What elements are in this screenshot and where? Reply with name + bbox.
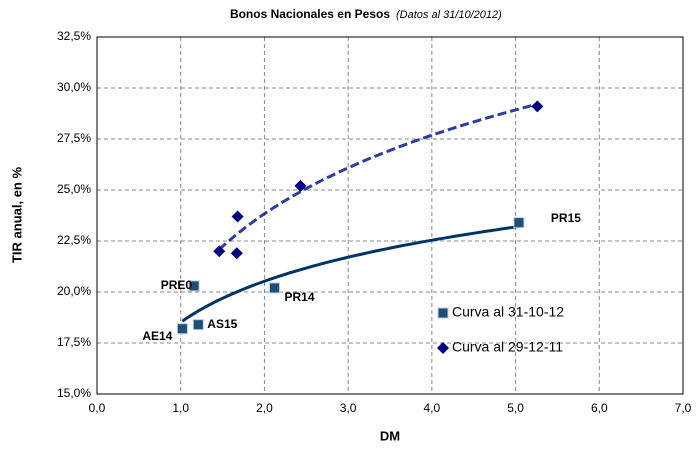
point [213,245,226,258]
point [192,319,204,331]
point-label: PRE0 [161,278,193,292]
x-tick-label: 1,0 [172,401,189,415]
y-tick-label: 17,5% [57,335,91,349]
x-tick-label: 7,0 [675,401,692,415]
y-axis-label: TIR anual, en % [9,167,24,264]
point [294,179,307,192]
x-tick-label: 4,0 [424,401,441,415]
point [531,100,544,113]
y-tick-label: 27,5% [57,131,91,145]
trend-line [181,225,520,323]
point-label: AS15 [207,317,237,331]
point [513,217,525,229]
x-axis-label: DM [380,428,400,443]
point [230,247,243,260]
y-tick-label: 22,5% [57,233,91,247]
x-tick-label: 2,0 [256,401,273,415]
point-label: AE14 [142,329,172,343]
chart-subtitle: (Datos al 31/10/2012) [396,9,502,21]
x-tick-label: 6,0 [591,401,608,415]
point-label: PR14 [284,290,314,304]
point [176,323,188,335]
y-tick-label: 32,5% [57,29,91,43]
legend-marker [437,342,449,354]
x-tick-label: 3,0 [340,401,357,415]
point [231,210,244,223]
legend-label: Curva al 29-12-11 [452,339,563,355]
y-tick-label: 30,0% [57,80,91,94]
x-tick-label: 5,0 [507,401,524,415]
legend-marker [437,307,449,319]
x-tick-label: 0,0 [89,401,106,415]
y-tick-label: 20,0% [57,284,91,298]
point-label: PR15 [551,211,581,225]
trend-line [218,102,538,251]
y-tick-label: 15,0% [57,386,91,400]
y-tick-label: 25,0% [57,182,91,196]
point [268,282,280,294]
point [188,280,200,292]
plot-border [96,36,684,395]
legend-label: Curva al 31-10-12 [452,304,564,320]
chart-title: Bonos Nacionales en Pesos [230,7,390,21]
